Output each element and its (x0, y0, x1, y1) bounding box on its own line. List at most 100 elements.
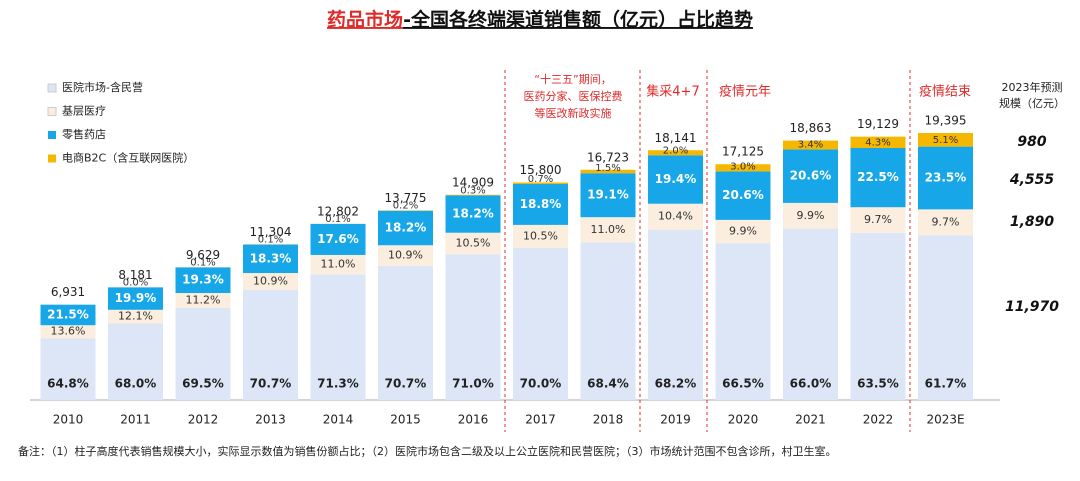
segment-label: 19.3% (182, 273, 224, 287)
total-label: 18,863 (790, 121, 832, 135)
segment-label: 68.2% (655, 377, 697, 391)
segment-label: 69.5% (182, 377, 224, 391)
segment-label: 3.0% (730, 161, 755, 172)
segment-label: 19.9% (115, 291, 157, 305)
total-label: 18,141 (655, 131, 697, 145)
segment-label: 13.6% (51, 325, 86, 338)
segment-label: 18.8% (520, 197, 562, 211)
annotation: “十三五”期间， (534, 72, 611, 86)
segment-label: 9.9% (729, 225, 757, 238)
total-label: 12,802 (317, 204, 359, 218)
legend-label: 医院市场-含民营 (62, 80, 143, 94)
annotation: 医药分家、医保控费 (524, 89, 623, 103)
annotation: 等医改新政实施 (535, 106, 612, 120)
x-tick-label: 2013 (255, 413, 286, 427)
segment-label: 11.2% (186, 293, 221, 306)
x-tick-label: 2017 (525, 413, 556, 427)
x-tick-label: 2016 (458, 413, 489, 427)
chart-title: 药品市场-全国各终端渠道销售额（亿元）占比趋势 (327, 8, 753, 31)
x-tick-label: 2019 (660, 413, 691, 427)
segment-label: 10.4% (658, 210, 693, 223)
segment-label: 18.3% (250, 251, 292, 265)
segment-label: 23.5% (925, 170, 967, 184)
x-tick-label: 2018 (593, 413, 624, 427)
total-label: 17,125 (722, 145, 764, 159)
legend-swatch (48, 108, 56, 116)
annotation: 集采4+7 (646, 84, 699, 100)
total-label: 8,181 (118, 268, 152, 282)
segment-label: 19.1% (587, 188, 629, 202)
x-tick-label: 2021 (795, 413, 826, 427)
total-label: 14,909 (452, 175, 494, 189)
segment-label: 66.0% (790, 377, 832, 391)
bar-segment (918, 235, 973, 400)
segment-label: 9.7% (932, 215, 960, 228)
x-tick-label: 2020 (728, 413, 759, 427)
segment-label: 3.4% (798, 139, 823, 150)
segment-label: 20.6% (790, 169, 832, 183)
title-prefix: 药品市场 (327, 8, 403, 31)
forecast-value: 4,555 (1009, 172, 1055, 188)
annotation: 疫情元年 (719, 84, 771, 100)
legend-swatch (48, 131, 56, 139)
total-label: 11,304 (250, 225, 292, 239)
forecast-value: 11,970 (1005, 299, 1059, 315)
segment-label: 63.5% (857, 377, 899, 391)
segment-label: 70.7% (385, 377, 427, 391)
segment-label: 4.3% (865, 137, 890, 148)
segment-label: 20.6% (722, 188, 764, 202)
legend-label: 零售药店 (62, 127, 106, 141)
segment-label: 64.8% (47, 377, 89, 391)
bar-segment (41, 338, 96, 400)
segment-label: 71.3% (317, 377, 359, 391)
segment-label: 17.6% (317, 232, 359, 246)
segment-label: 19.4% (655, 172, 697, 186)
bar-segment (851, 233, 906, 400)
bar-segment (783, 229, 838, 400)
legend-swatch (48, 155, 56, 163)
segment-label: 71.0% (452, 377, 494, 391)
x-tick-label: 2010 (53, 413, 84, 427)
segment-label: 70.7% (250, 377, 292, 391)
total-label: 15,800 (520, 163, 562, 177)
total-label: 19,129 (857, 117, 899, 131)
total-label: 19,395 (925, 114, 967, 128)
forecast-title: 规模（亿元） (999, 96, 1065, 110)
segment-label: 70.0% (520, 377, 562, 391)
segment-label: 68.0% (115, 377, 157, 391)
total-label: 6,931 (51, 285, 85, 299)
x-tick-label: 2012 (188, 413, 219, 427)
total-label: 13,775 (385, 191, 427, 205)
segment-label: 10.5% (523, 229, 558, 242)
legend-label: 电商B2C（含互联网医院） (62, 151, 194, 165)
segment-label: 2.0% (663, 145, 688, 156)
x-tick-label: 2014 (323, 413, 354, 427)
segment-label: 5.1% (933, 135, 958, 146)
footnote: 备注：（1）柱子高度代表销售规模大小，实际显示数值为销售份额占比；（2）医院市场… (18, 444, 837, 458)
segment-label: 61.7% (925, 377, 967, 391)
total-label: 16,723 (587, 150, 629, 164)
forecast-value: 1,890 (1010, 214, 1055, 230)
annotation: 疫情结束 (919, 84, 971, 100)
legend-swatch (48, 84, 56, 92)
total-label: 9,629 (186, 248, 220, 262)
segment-label: 11.0% (321, 258, 356, 271)
segment-label: 12.1% (118, 310, 153, 323)
segment-label: 9.9% (797, 209, 825, 222)
segment-label: 66.5% (722, 377, 764, 391)
legend-label: 基层医疗 (62, 104, 106, 118)
segment-label: 18.2% (452, 207, 494, 221)
bar-segment (648, 230, 703, 400)
x-tick-label: 2023E (926, 413, 964, 427)
title-main: -全国各终端渠道销售额（亿元）占比趋势 (403, 8, 753, 31)
segment-label: 68.4% (587, 377, 629, 391)
segment-label: 10.9% (388, 249, 423, 262)
segment-label: 22.5% (857, 170, 899, 184)
x-tick-label: 2011 (120, 413, 151, 427)
x-tick-label: 2015 (390, 413, 421, 427)
segment-label: 10.9% (253, 274, 288, 287)
forecast-value: 980 (1017, 134, 1046, 150)
segment-label: 11.0% (591, 223, 626, 236)
forecast-title: 2023年预测 (1002, 80, 1063, 94)
